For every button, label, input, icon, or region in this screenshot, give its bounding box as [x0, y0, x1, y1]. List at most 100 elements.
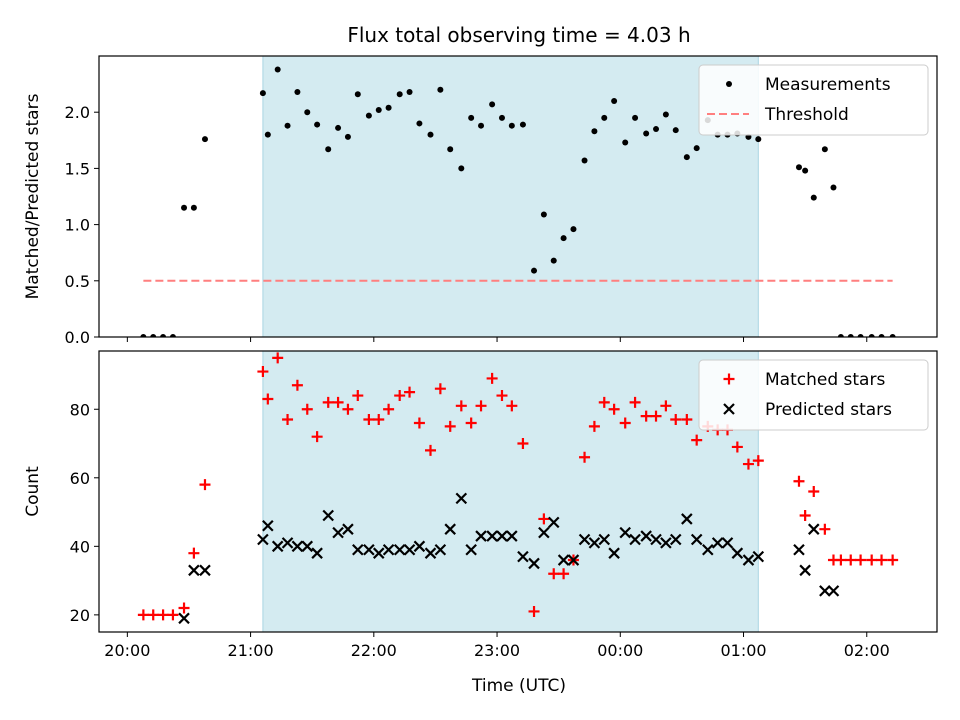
- data-point: [567, 554, 580, 566]
- data-point: [799, 564, 811, 577]
- data-point: [404, 386, 416, 398]
- data-point: [140, 334, 147, 337]
- y-tick-label: 1.0: [65, 216, 90, 235]
- data-point: [857, 334, 864, 337]
- data-point: [731, 547, 744, 559]
- data-point: [810, 194, 817, 201]
- data-point: [691, 434, 703, 446]
- data-point: [845, 554, 857, 566]
- y-tick-label: 40: [70, 537, 90, 556]
- data-point: [437, 86, 444, 93]
- data-point: [755, 136, 762, 143]
- x-tick-label: 00:00: [597, 641, 643, 660]
- data-point: [868, 334, 875, 337]
- data-point: [332, 396, 344, 408]
- series-measurements: [140, 66, 896, 337]
- x-tick-label: 20:00: [104, 641, 150, 660]
- data-point: [447, 146, 454, 153]
- data-point: [444, 523, 456, 535]
- data-point: [670, 414, 682, 426]
- data-point: [262, 393, 274, 405]
- data-point: [528, 557, 540, 570]
- data-point: [199, 479, 211, 491]
- data-point: [181, 204, 188, 211]
- data-point: [271, 540, 284, 553]
- data-point: [819, 523, 831, 535]
- data-point: [352, 543, 364, 556]
- data-point: [475, 400, 487, 412]
- data-point: [835, 554, 847, 566]
- data-point: [702, 543, 714, 556]
- data-point: [802, 167, 809, 174]
- x-tick-label: 02:00: [844, 641, 890, 660]
- legend-label: Matched stars: [765, 370, 885, 390]
- legend-marker: [726, 81, 732, 87]
- data-point: [478, 122, 485, 129]
- data-point: [284, 122, 291, 129]
- legend-label: Threshold: [764, 105, 849, 125]
- series-layer: [137, 352, 899, 625]
- y-tick-label: 0.5: [65, 272, 90, 291]
- data-point: [693, 145, 700, 152]
- data-point: [188, 564, 200, 577]
- axes-frame: [98, 350, 938, 633]
- data-point: [167, 609, 179, 621]
- data-point: [837, 334, 844, 337]
- data-point: [201, 136, 208, 143]
- data-point: [455, 400, 467, 412]
- series-layer: [140, 66, 896, 337]
- axes-frame: [98, 55, 938, 338]
- data-point: [394, 390, 406, 402]
- data-point: [808, 486, 820, 497]
- data-point: [588, 420, 600, 432]
- data-point: [711, 537, 724, 549]
- data-point: [314, 121, 321, 128]
- data-point: [259, 90, 266, 97]
- data-point: [581, 157, 588, 164]
- x-axis-label: Time (UTC): [471, 676, 566, 696]
- data-point: [444, 420, 456, 432]
- data-point: [385, 104, 392, 111]
- data-point: [683, 154, 690, 161]
- data-point: [601, 114, 608, 121]
- data-point: [821, 146, 828, 153]
- data-point: [257, 533, 269, 546]
- data-point: [498, 114, 505, 121]
- data-point: [413, 417, 425, 429]
- data-point: [363, 543, 375, 556]
- data-point: [342, 403, 354, 415]
- subplot-2: 20:00 21:00 22:00 23:00 00:00 01:00 02:00 20 40 6…: [23, 350, 938, 660]
- data-point: [281, 537, 294, 549]
- data-point: [662, 111, 669, 118]
- data-point: [752, 455, 764, 467]
- data-point: [335, 124, 342, 131]
- data-point: [752, 550, 765, 563]
- data-point: [383, 403, 395, 415]
- data-point: [322, 396, 334, 408]
- data-point: [375, 106, 382, 113]
- data-point: [282, 414, 294, 426]
- data-point: [830, 184, 837, 191]
- data-point: [643, 130, 650, 137]
- data-point: [579, 451, 591, 463]
- data-point: [570, 226, 577, 233]
- data-point: [272, 352, 284, 364]
- data-point: [264, 131, 271, 138]
- data-point: [528, 605, 540, 617]
- data-point: [519, 121, 526, 128]
- data-point: [425, 444, 437, 456]
- data-point: [531, 267, 538, 274]
- data-point: [742, 458, 754, 470]
- data-point: [721, 537, 734, 549]
- y-tick-label: 0.0: [65, 328, 90, 347]
- data-point: [322, 509, 334, 522]
- x-tick-label: 22:00: [351, 641, 397, 660]
- y-tick-label: 60: [70, 469, 90, 488]
- data-point: [672, 127, 679, 134]
- data-point: [650, 410, 662, 422]
- data-point: [650, 533, 662, 546]
- data-point: [629, 396, 641, 408]
- y-axis-label: Matched/Predicted stars: [23, 93, 43, 299]
- data-point: [396, 91, 403, 98]
